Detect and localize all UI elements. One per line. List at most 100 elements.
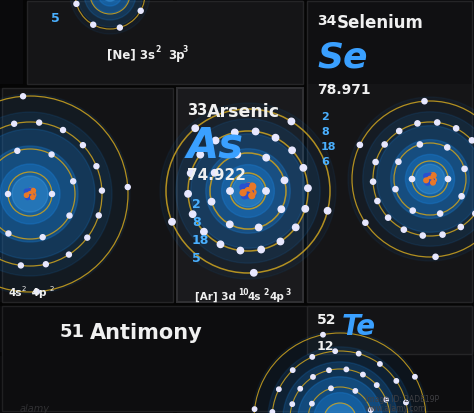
- Circle shape: [0, 113, 112, 276]
- Circle shape: [277, 387, 281, 392]
- Text: 5: 5: [192, 252, 201, 264]
- Circle shape: [222, 165, 274, 218]
- Bar: [307, 2, 472, 85]
- Circle shape: [324, 403, 356, 413]
- Bar: [0, 302, 474, 306]
- Circle shape: [91, 23, 96, 28]
- Circle shape: [310, 355, 314, 359]
- Bar: [177, 89, 303, 302]
- Circle shape: [426, 175, 431, 180]
- Circle shape: [242, 193, 247, 199]
- Circle shape: [197, 152, 203, 159]
- Circle shape: [428, 177, 432, 182]
- Text: Antimony: Antimony: [90, 322, 203, 342]
- Circle shape: [405, 155, 455, 204]
- Circle shape: [30, 195, 34, 199]
- Circle shape: [333, 349, 337, 354]
- Text: 10: 10: [238, 287, 248, 296]
- Bar: [27, 2, 303, 85]
- Text: As: As: [187, 125, 244, 166]
- Circle shape: [29, 193, 33, 197]
- Circle shape: [27, 189, 32, 193]
- Circle shape: [43, 262, 48, 267]
- Circle shape: [27, 192, 32, 196]
- Circle shape: [353, 389, 357, 393]
- Circle shape: [404, 400, 408, 405]
- Circle shape: [415, 165, 445, 194]
- Circle shape: [288, 119, 294, 125]
- Circle shape: [26, 194, 30, 198]
- Circle shape: [425, 176, 429, 180]
- Circle shape: [377, 126, 474, 233]
- Circle shape: [71, 179, 76, 184]
- Circle shape: [371, 180, 376, 185]
- Text: 6: 6: [321, 157, 329, 166]
- Circle shape: [12, 122, 17, 127]
- Circle shape: [67, 214, 72, 218]
- Text: 18: 18: [321, 142, 337, 152]
- Circle shape: [302, 206, 309, 213]
- Circle shape: [103, 0, 117, 2]
- Circle shape: [28, 195, 33, 199]
- Circle shape: [6, 192, 10, 197]
- Text: Image ID: 2ADE19P: Image ID: 2ADE19P: [365, 394, 439, 403]
- Text: 2: 2: [263, 287, 268, 296]
- Circle shape: [253, 129, 259, 135]
- Bar: [307, 306, 472, 354]
- Circle shape: [244, 188, 250, 194]
- Circle shape: [31, 195, 36, 199]
- Circle shape: [25, 194, 29, 198]
- Circle shape: [428, 177, 432, 181]
- Circle shape: [462, 167, 467, 172]
- Circle shape: [373, 160, 378, 165]
- Circle shape: [246, 183, 251, 190]
- Circle shape: [217, 242, 224, 248]
- Circle shape: [243, 190, 249, 196]
- Circle shape: [410, 177, 415, 182]
- Circle shape: [118, 26, 122, 31]
- Circle shape: [27, 190, 31, 195]
- Circle shape: [61, 128, 65, 133]
- Circle shape: [357, 143, 363, 148]
- Circle shape: [344, 367, 348, 372]
- Circle shape: [394, 379, 399, 383]
- Circle shape: [428, 178, 433, 183]
- Circle shape: [298, 377, 382, 413]
- Text: 3: 3: [286, 287, 291, 296]
- Circle shape: [290, 402, 294, 406]
- Circle shape: [94, 164, 99, 169]
- Bar: [2, 89, 173, 302]
- Circle shape: [28, 193, 32, 197]
- Circle shape: [96, 214, 101, 218]
- Circle shape: [246, 192, 252, 198]
- Text: 2: 2: [155, 45, 160, 55]
- Circle shape: [363, 112, 474, 247]
- Bar: [303, 0, 307, 413]
- Circle shape: [425, 179, 429, 184]
- Circle shape: [241, 186, 247, 192]
- Circle shape: [300, 165, 307, 172]
- Circle shape: [375, 199, 380, 204]
- Circle shape: [100, 189, 104, 194]
- Circle shape: [28, 189, 32, 193]
- Circle shape: [433, 254, 438, 260]
- Circle shape: [209, 199, 215, 205]
- Circle shape: [329, 386, 333, 391]
- Text: 4s: 4s: [248, 291, 262, 301]
- Circle shape: [190, 211, 196, 218]
- Circle shape: [368, 408, 373, 412]
- Bar: [307, 306, 472, 354]
- Circle shape: [428, 180, 433, 184]
- Circle shape: [28, 192, 32, 196]
- Circle shape: [77, 0, 143, 28]
- Circle shape: [237, 248, 244, 254]
- Text: 2: 2: [192, 197, 201, 211]
- Circle shape: [424, 174, 428, 179]
- Circle shape: [374, 383, 379, 387]
- Circle shape: [30, 191, 35, 195]
- Circle shape: [255, 225, 262, 231]
- Circle shape: [245, 193, 251, 199]
- Text: 4s: 4s: [8, 287, 21, 297]
- Circle shape: [417, 142, 422, 148]
- Circle shape: [74, 2, 79, 7]
